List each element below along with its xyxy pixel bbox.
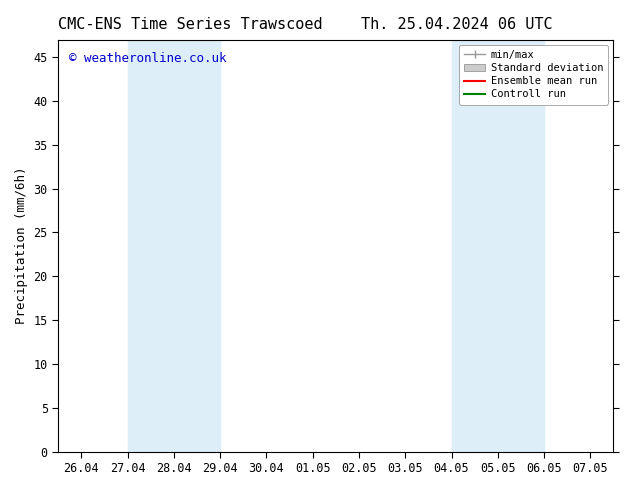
Text: © weatheronline.co.uk: © weatheronline.co.uk xyxy=(69,52,227,65)
Bar xyxy=(127,40,220,452)
Y-axis label: Precipitation (mm/6h): Precipitation (mm/6h) xyxy=(15,167,28,324)
Text: CMC-ENS Time Series Trawscoed: CMC-ENS Time Series Trawscoed xyxy=(58,17,323,32)
Bar xyxy=(451,40,544,452)
Text: Th. 25.04.2024 06 UTC: Th. 25.04.2024 06 UTC xyxy=(361,17,552,32)
Legend: min/max, Standard deviation, Ensemble mean run, Controll run: min/max, Standard deviation, Ensemble me… xyxy=(459,45,608,104)
